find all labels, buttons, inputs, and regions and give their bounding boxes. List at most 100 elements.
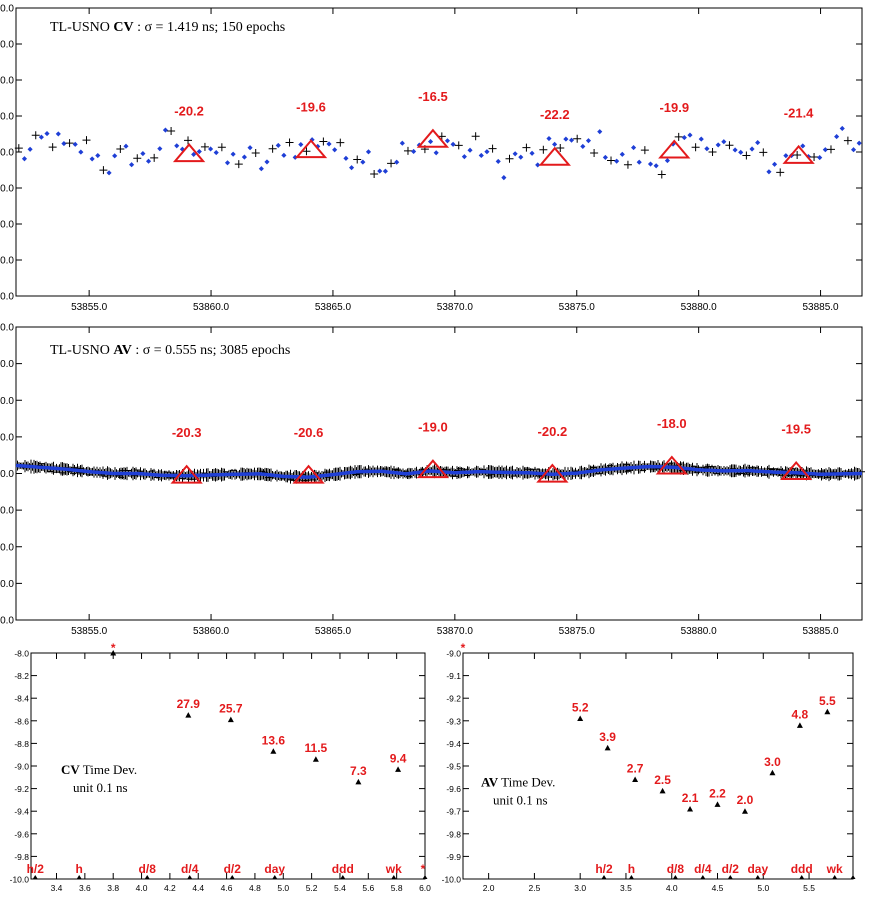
interval-label: h	[628, 862, 635, 876]
epoch-point	[27, 146, 33, 152]
tdev-point	[741, 808, 748, 814]
epoch-cross	[234, 160, 243, 169]
epoch-point	[461, 154, 467, 160]
x-tick-label: 5.0	[757, 883, 769, 893]
epoch-cross	[505, 154, 514, 163]
epoch-cross	[640, 146, 649, 155]
epoch-point	[484, 149, 490, 155]
tdev-title: CV Time Dev.	[61, 762, 137, 777]
x-tick-label: 4.6	[221, 883, 233, 893]
epoch-point	[123, 143, 129, 149]
y-tick-label: -60.0	[0, 292, 14, 303]
tdev-point	[714, 801, 721, 807]
epoch-point	[241, 154, 247, 160]
y-tick-label: -9.0	[14, 762, 29, 772]
epoch-cross	[471, 132, 480, 141]
daily-mean-label: -19.5	[781, 422, 811, 437]
tdev-point-label: 4.8	[792, 707, 809, 721]
y-tick-label: -50.0	[0, 256, 14, 267]
epoch-point	[213, 150, 219, 156]
interval-label: day	[747, 862, 768, 876]
y-tick-label: -9.6	[446, 784, 461, 794]
epoch-cross	[184, 136, 193, 145]
epoch-cross	[31, 131, 40, 140]
epoch-point	[715, 142, 721, 148]
chart-title: TL-USNO CV : σ = 1.419 ns; 150 epochs	[50, 20, 285, 35]
interval-marker	[628, 875, 634, 879]
epoch-point	[614, 158, 620, 164]
x-tick-label: 53855.0	[71, 626, 108, 637]
y-tick-label: -30.0	[0, 506, 14, 517]
x-tick-label: 3.8	[107, 883, 119, 893]
daily-mean-marker	[292, 464, 325, 484]
epoch-point	[21, 156, 28, 162]
interval-label: day	[264, 862, 285, 876]
epoch-cross	[674, 132, 683, 141]
interval-marker	[799, 875, 805, 879]
daily-mean-marker	[658, 139, 691, 159]
epoch-point	[145, 158, 152, 164]
epoch-point	[636, 159, 642, 165]
epoch-point	[360, 159, 366, 165]
epoch-cross	[488, 144, 497, 153]
epoch-cross	[607, 156, 616, 165]
y-tick-label: -30.0	[0, 184, 14, 195]
epoch-point	[552, 141, 558, 147]
epoch-point	[112, 153, 118, 159]
panel-av-tdev: -9.0 -9.1 -9.2 -9.3 -9.4 -9.5 -9.6 -9.7 -9.8 -9.9…	[442, 641, 856, 893]
tdev-point	[270, 748, 277, 754]
epoch-point	[563, 136, 569, 142]
epoch-point	[738, 149, 744, 155]
star-marker: *	[111, 641, 116, 655]
daily-mean-marker	[655, 455, 688, 475]
epoch-cross	[251, 148, 260, 157]
x-tick-label: 53860.0	[193, 626, 230, 637]
daily-mean-marker	[294, 139, 328, 159]
x-tick-label: 53885.0	[802, 626, 839, 637]
epoch-point	[157, 146, 163, 152]
x-tick-label: 53865.0	[315, 302, 352, 313]
epoch-cross	[48, 143, 57, 152]
epoch-cross	[268, 144, 277, 153]
daily-mean-label: -16.5	[418, 89, 448, 104]
daily-mean-marker	[782, 144, 815, 164]
epoch-cross	[454, 141, 463, 150]
y-tick-label: -10.0	[442, 875, 462, 885]
epoch-point	[44, 131, 50, 137]
x-tick-label: 5.0	[277, 883, 289, 893]
tdev-point-label: 3.0	[764, 755, 781, 769]
daily-mean-marker	[170, 464, 203, 484]
epoch-point	[619, 151, 625, 157]
tdev-title: AV Time Dev.	[481, 774, 555, 789]
y-tick-label: 0.0	[0, 76, 14, 87]
y-tick-label: -9.8	[446, 829, 461, 839]
epoch-cross	[657, 170, 666, 179]
y-tick-label: -9.7	[446, 807, 461, 817]
star-marker: *	[461, 641, 466, 655]
x-tick-label: 53865.0	[315, 626, 352, 637]
epoch-cross	[353, 155, 362, 164]
epoch-point	[704, 146, 710, 152]
y-tick-label: 0.0	[0, 396, 14, 407]
y-tick-label: -9.4	[14, 807, 29, 817]
tdev-point	[577, 715, 584, 722]
epoch-point	[247, 145, 253, 151]
tdev-point-label: 27.9	[177, 697, 201, 711]
y-tick-label: -9.0	[446, 649, 461, 659]
interval-marker	[601, 875, 607, 879]
interval-label: wk	[826, 862, 843, 876]
x-tick-label: 4.4	[192, 883, 204, 893]
tdev-point-label: 2.0	[737, 793, 754, 807]
x-tick-label: 2.5	[528, 883, 540, 893]
x-tick-label: 5.2	[306, 883, 318, 893]
y-tick-label: -9.8	[14, 852, 29, 862]
y-tick-label: -9.3	[446, 716, 461, 726]
epoch-point	[140, 151, 146, 157]
epoch-cross	[725, 141, 734, 150]
x-tick-label: 5.5	[803, 883, 815, 893]
epoch-cross	[810, 152, 819, 161]
interval-label: ddd	[332, 862, 354, 876]
epoch-point	[822, 147, 828, 153]
epoch-point	[850, 147, 857, 153]
tdev-point	[824, 708, 831, 715]
